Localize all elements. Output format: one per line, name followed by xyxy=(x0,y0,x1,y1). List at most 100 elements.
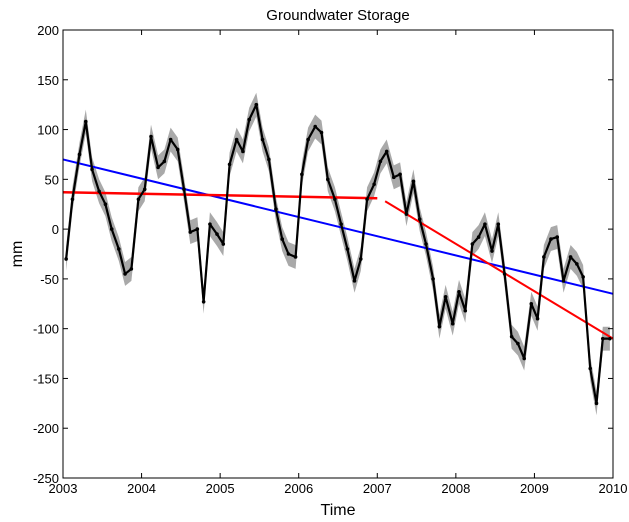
data-point xyxy=(365,197,369,202)
data-point xyxy=(149,134,153,139)
data-point xyxy=(443,295,448,299)
data-point xyxy=(542,255,546,259)
data-point xyxy=(384,149,389,154)
x-tick-label: 2010 xyxy=(599,481,628,496)
data-point xyxy=(221,242,226,246)
chart-title: Groundwater Storage xyxy=(266,7,409,24)
data-point xyxy=(502,272,507,276)
y-tick-label: -100 xyxy=(33,322,59,337)
axes-layer: 2003 2004 2005 2006 2007 2008 2009 2010 -250 -200… xyxy=(33,23,627,496)
y-axis-title: mm xyxy=(9,241,26,268)
data-point xyxy=(431,277,435,281)
data-point xyxy=(549,237,553,241)
data-point xyxy=(509,334,514,339)
data-point xyxy=(201,299,206,304)
y-tick-label: 150 xyxy=(37,73,59,88)
data-point xyxy=(293,255,298,259)
trend-lines-layer xyxy=(62,158,614,340)
data-point xyxy=(116,247,121,251)
data-point xyxy=(103,202,108,207)
data-point xyxy=(339,222,343,226)
data-point xyxy=(463,308,468,313)
data-point xyxy=(83,119,88,124)
data-point xyxy=(417,217,422,221)
data-point xyxy=(319,130,324,135)
data-point xyxy=(227,162,232,167)
y-tick-label: -250 xyxy=(33,471,59,486)
data-point xyxy=(162,159,167,164)
data-point xyxy=(404,212,409,216)
x-tick-label: 2009 xyxy=(520,481,549,496)
data-point xyxy=(600,336,605,341)
data-point xyxy=(568,255,573,259)
data-point xyxy=(188,230,193,234)
data-point xyxy=(483,222,487,226)
data-point xyxy=(313,124,318,129)
data-point xyxy=(136,197,141,202)
trend-line-2003-2007 xyxy=(62,191,378,200)
data-point xyxy=(286,252,291,256)
data-point xyxy=(77,152,82,157)
data-point xyxy=(156,165,160,170)
data-point xyxy=(168,137,173,142)
trend-line-full-period xyxy=(62,158,614,295)
y-tick-label: 100 xyxy=(37,123,59,138)
data-point xyxy=(378,159,383,164)
data-point xyxy=(476,235,481,239)
y-tick-label: -200 xyxy=(33,421,59,436)
y-tick-label: 50 xyxy=(45,172,59,187)
data-point xyxy=(123,272,127,276)
data-point xyxy=(608,336,612,341)
trend-line-2007-2010 xyxy=(384,200,614,340)
data-point xyxy=(247,117,252,122)
data-point xyxy=(64,257,68,261)
data-point xyxy=(345,247,350,251)
data-point xyxy=(516,341,520,346)
data-point xyxy=(260,137,265,142)
x-tick-label: 2003 xyxy=(49,481,78,496)
data-point xyxy=(352,279,357,283)
data-point xyxy=(535,316,540,321)
x-tick-label: 2007 xyxy=(363,481,392,496)
data-point xyxy=(333,197,337,202)
data-point xyxy=(142,187,147,192)
data-point xyxy=(267,157,271,162)
data-point xyxy=(391,175,396,180)
data-point xyxy=(306,137,310,142)
data-point xyxy=(496,222,501,226)
data-point xyxy=(372,182,376,187)
data-point xyxy=(208,222,212,226)
x-tick-label: 2005 xyxy=(206,481,235,496)
data-point xyxy=(457,290,461,294)
x-tick-label: 2008 xyxy=(441,481,470,496)
data-point xyxy=(522,356,527,361)
data-point xyxy=(90,167,94,172)
data-point xyxy=(561,279,566,283)
y-tick-label: 0 xyxy=(52,222,59,237)
x-axis-title: Time xyxy=(321,502,356,519)
data-point xyxy=(300,172,304,177)
data-point xyxy=(195,227,200,231)
data-point xyxy=(424,242,428,246)
data-point xyxy=(358,257,363,261)
plot-area-frame xyxy=(62,29,614,479)
data-point xyxy=(398,172,402,177)
data-point xyxy=(588,366,593,371)
data-point xyxy=(555,235,560,239)
y-tick-label: -150 xyxy=(33,371,59,386)
x-tick-label: 2006 xyxy=(284,481,313,496)
data-point xyxy=(182,187,186,192)
y-tick-label: 200 xyxy=(37,23,59,38)
data-point xyxy=(490,249,494,253)
y-tick-label: -50 xyxy=(40,272,59,287)
data-point xyxy=(450,321,455,326)
data-point xyxy=(215,232,219,236)
storage-series-layer xyxy=(64,102,612,406)
data-point xyxy=(470,242,475,246)
x-tick-label: 2004 xyxy=(127,481,156,496)
data-point xyxy=(529,301,534,306)
data-point xyxy=(280,237,285,241)
data-point xyxy=(175,147,180,152)
